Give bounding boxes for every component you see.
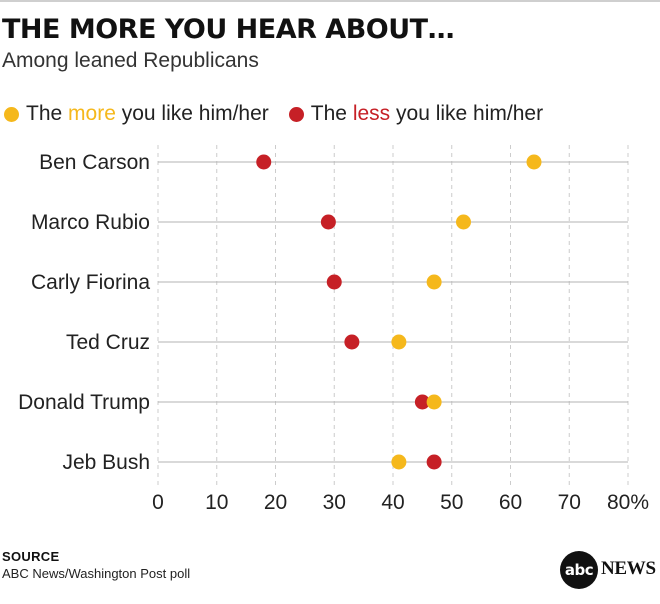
legend-label-more: The more you like him/her: [26, 102, 269, 126]
dot-less: [326, 274, 342, 290]
x-tick-label: 30: [323, 491, 346, 514]
source-label: SOURCE: [2, 549, 60, 564]
legend-item-less: The less you like him/her: [288, 102, 543, 126]
legend-item-more: The more you like him/her: [4, 102, 269, 126]
category-label: Carly Fiorina: [31, 271, 150, 294]
x-tick-label: 40: [381, 491, 404, 514]
dot-less: [426, 454, 442, 470]
category-label: Donald Trump: [18, 391, 150, 414]
x-tick-label: 60: [499, 491, 522, 514]
legend-more-highlight: more: [68, 102, 116, 125]
x-tick-label: 50: [440, 491, 463, 514]
legend-less-after: you like him/her: [390, 102, 544, 125]
source-text: ABC News/Washington Post poll: [2, 566, 191, 581]
category-label: Jeb Bush: [62, 451, 150, 474]
chart-title: THE MORE YOU HEAR ABOUT…: [2, 14, 455, 45]
x-tick-label: 80%: [607, 491, 649, 514]
legend-dot-less: [288, 106, 304, 122]
dot-more: [456, 214, 471, 230]
abc-news-wordmark: NEWS: [601, 558, 656, 579]
dot-less: [344, 334, 360, 350]
legend-dot-more: [4, 106, 19, 122]
category-label: Ben Carson: [39, 151, 150, 174]
x-tick-label: 20: [264, 491, 287, 514]
dot-more: [526, 154, 542, 170]
chart-subtitle: Among leaned Republicans: [2, 49, 259, 72]
category-label: Marco Rubio: [31, 211, 150, 234]
dot-more: [426, 274, 442, 290]
legend: The more you like him/her The less you l…: [4, 101, 563, 127]
abc-logo-icon: abc: [560, 551, 598, 589]
x-tick-label: 10: [205, 491, 228, 514]
legend-less-before: The: [310, 102, 353, 125]
abc-logo-text: abc: [564, 561, 594, 579]
x-tick-label: 0: [152, 491, 164, 514]
legend-label-less: The less you like him/her: [311, 102, 543, 126]
dot-plot-chart: Ben Carson Marco Rubio Carly Fiorina Ted Cr…: [18, 145, 649, 514]
dot-more: [426, 394, 442, 410]
legend-more-after: you like him/her: [115, 102, 269, 125]
category-label: Ted Cruz: [66, 331, 150, 354]
legend-more-before: The: [26, 102, 69, 125]
top-rule: [0, 0, 660, 2]
dot-more: [391, 334, 407, 350]
dot-more: [391, 454, 407, 470]
dot-less: [320, 214, 336, 230]
legend-less-highlight: less: [352, 102, 391, 125]
dot-less: [256, 154, 272, 170]
dot-less: [414, 394, 430, 410]
x-tick-label: 70: [558, 491, 581, 514]
